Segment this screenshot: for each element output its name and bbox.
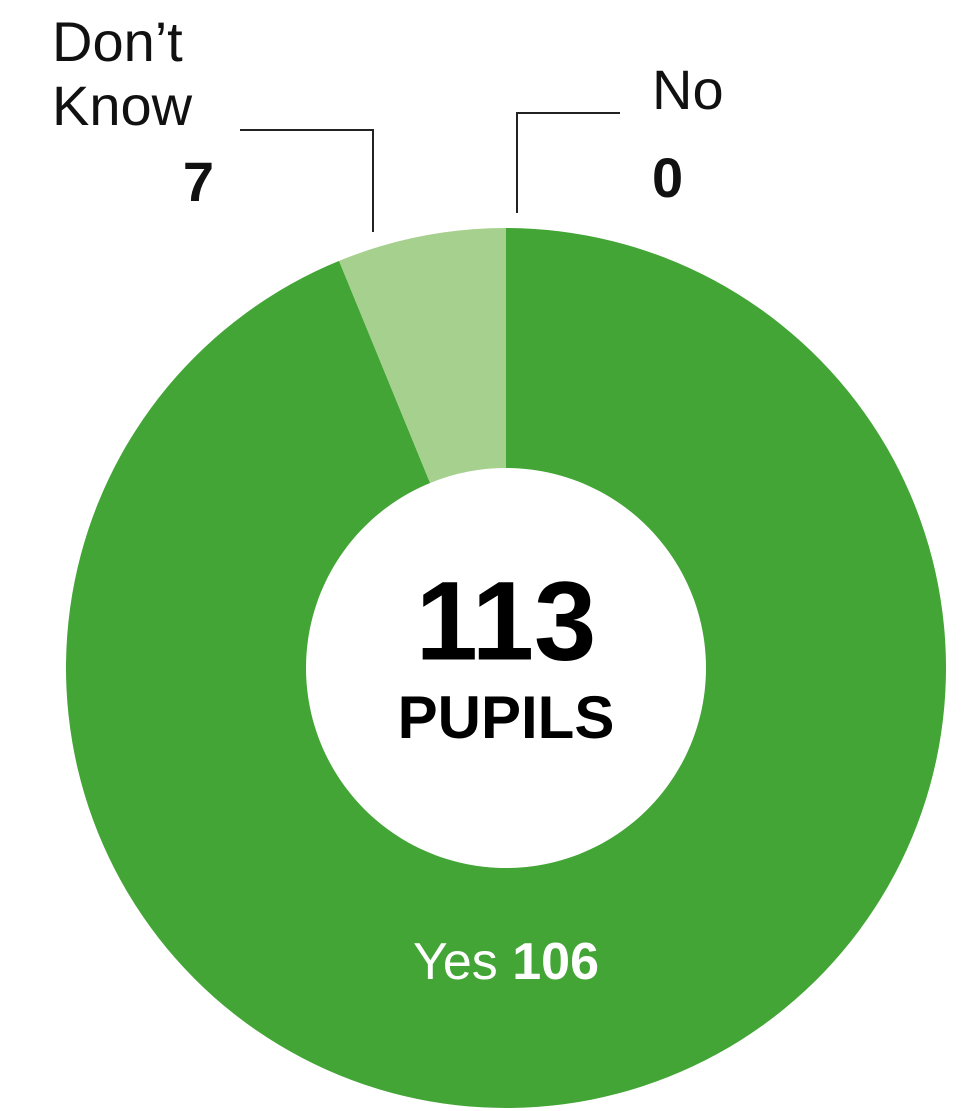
leader-line xyxy=(516,112,620,213)
category-label: Don’t Know xyxy=(52,10,193,137)
category-label: No xyxy=(652,58,724,121)
center-value: 113 xyxy=(416,559,597,684)
value-label: 0 xyxy=(652,146,684,209)
center-label: PUPILS xyxy=(398,684,615,751)
category-label: Yes xyxy=(413,933,498,991)
slice-label: Don’t Know 7 xyxy=(36,10,220,214)
slice-label: No 0 xyxy=(652,58,772,210)
slice-label: Yes 106 xyxy=(413,933,599,991)
slice xyxy=(65,228,947,1108)
value-label: 7 xyxy=(182,150,214,213)
value-label: 106 xyxy=(512,933,599,991)
leader-line xyxy=(240,129,374,232)
slices xyxy=(65,228,947,1108)
slice xyxy=(339,228,506,483)
